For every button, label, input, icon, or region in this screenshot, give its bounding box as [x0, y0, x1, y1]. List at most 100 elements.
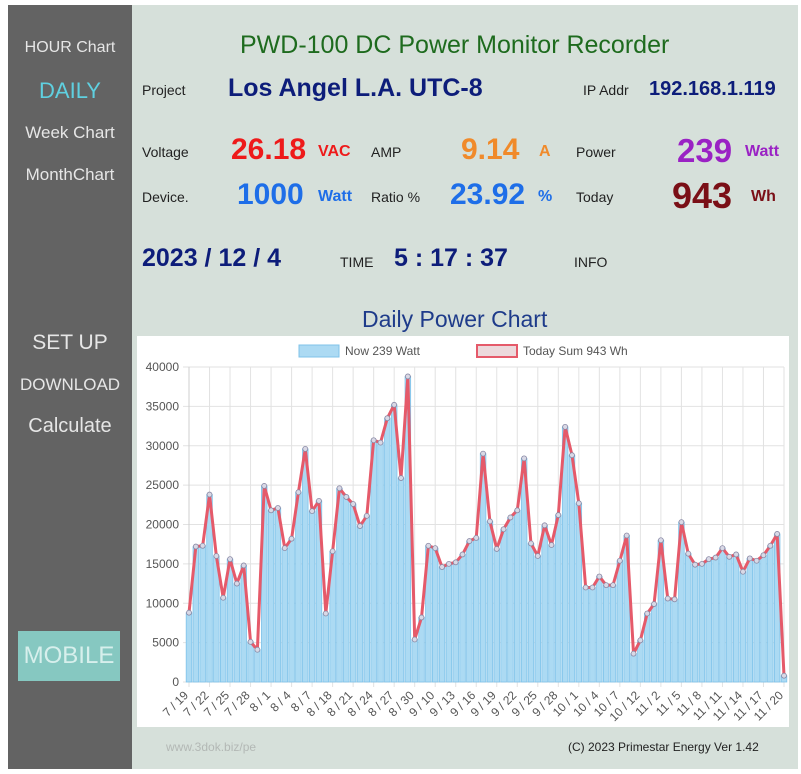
- chart-point: [487, 518, 493, 525]
- chart-bar: [705, 558, 712, 683]
- chart-point: [227, 556, 233, 563]
- chart-point: [774, 531, 781, 537]
- chart-point: [733, 551, 740, 558]
- chart-bar: [739, 571, 747, 683]
- chart-point: [445, 560, 452, 567]
- chart-bar: [432, 547, 439, 683]
- ratio-value: 23.92: [450, 178, 526, 211]
- chart-bar: [534, 555, 541, 683]
- chart-point: [370, 437, 377, 444]
- chart-bar: [650, 603, 658, 683]
- chart-point: [192, 543, 199, 550]
- chart-point: [233, 580, 240, 587]
- chart-point: [398, 475, 404, 481]
- chart-point: [473, 534, 480, 541]
- footer-copyright: (C) 2023 Primestar Energy Ver 1.42: [568, 740, 759, 754]
- chart-point: [692, 561, 698, 568]
- voltage-value: 26.18: [231, 133, 307, 166]
- chart-point: [630, 650, 637, 657]
- chart-point: [637, 637, 644, 644]
- nav-calculate[interactable]: Calculate: [28, 415, 112, 437]
- series-line: [187, 374, 786, 676]
- chart-bar: [630, 653, 637, 683]
- chart-bar: [281, 547, 288, 683]
- chart-point: [404, 373, 411, 380]
- chart-point: [644, 610, 651, 617]
- amp-unit: A: [539, 143, 551, 160]
- chart-point: [575, 500, 582, 507]
- voltage-label: Voltage: [142, 144, 189, 160]
- chart-point: [411, 636, 418, 643]
- chart-bar: [753, 560, 760, 683]
- chart-point: [781, 672, 787, 679]
- chart-bar: [411, 639, 418, 683]
- chart-point: [336, 485, 343, 492]
- chart-point: [350, 501, 357, 507]
- chart-bar: [233, 583, 241, 683]
- nav-month-chart[interactable]: MonthChart: [25, 165, 115, 184]
- chart-bar: [671, 598, 678, 683]
- amp-label: AMP: [371, 144, 402, 160]
- chart-point: [186, 609, 192, 616]
- chart-bar: [767, 545, 774, 683]
- nav-hour-chart[interactable]: HOUR Chart: [24, 39, 116, 56]
- chart-bar: [288, 538, 295, 683]
- chart-bar: [473, 537, 480, 683]
- chart-area: 0 5000 10000 15000 20000 25000 30000 35000 40000…: [137, 336, 789, 727]
- chart-point: [623, 532, 630, 539]
- nav-download[interactable]: DOWNLOAD: [19, 375, 121, 394]
- chart-bar: [514, 509, 521, 683]
- chart-bar: [589, 587, 596, 683]
- chart-point: [343, 494, 350, 500]
- legend-line-label: Today Sum 943 Wh: [523, 344, 628, 358]
- chart-point: [657, 537, 664, 544]
- ip-value: 192.168.1.119: [649, 78, 776, 100]
- chart-point: [432, 545, 439, 552]
- chart-bar: [466, 540, 473, 683]
- chart-point: [329, 548, 336, 555]
- chart-point: [275, 505, 281, 511]
- chart-bar: [541, 524, 548, 683]
- chart-point: [261, 483, 268, 489]
- chart-bar: [555, 514, 562, 683]
- nav-week-chart[interactable]: Week Chart: [25, 123, 115, 142]
- today-value: 943: [672, 175, 733, 216]
- chart-point: [596, 573, 603, 580]
- power-label: Power: [576, 144, 616, 160]
- mobile-button[interactable]: MOBILE: [18, 631, 120, 681]
- chart-bar: [247, 641, 254, 683]
- chart-point: [548, 542, 555, 548]
- device-label: Device.: [142, 189, 189, 205]
- chart-point: [199, 542, 206, 549]
- chart-point: [541, 522, 548, 529]
- chart-point: [480, 450, 486, 457]
- chart-bar: [349, 503, 357, 683]
- chart-bar: [664, 598, 671, 683]
- chart-bar: [609, 584, 617, 683]
- nav-daily[interactable]: DAILY: [39, 78, 101, 103]
- nav-set-up[interactable]: SET UP: [32, 331, 108, 354]
- chart-point: [295, 489, 302, 496]
- y-tick-label: 30000: [146, 439, 180, 453]
- chart-bar: [527, 542, 535, 683]
- chart-bar: [274, 507, 282, 683]
- y-tick-label: 35000: [146, 399, 180, 413]
- chart-point: [507, 514, 514, 521]
- chart-point: [753, 557, 760, 564]
- chart-bar: [302, 448, 309, 683]
- chart-bar: [363, 515, 371, 683]
- chart-bar: [397, 477, 405, 683]
- chart-bar: [452, 561, 459, 683]
- chart-bar: [596, 576, 603, 683]
- chart-bar: [459, 554, 466, 683]
- power-unit: Watt: [745, 143, 780, 160]
- chart-bar: [726, 556, 733, 683]
- footer-website[interactable]: www.3dok.biz/pe: [166, 740, 257, 754]
- chart-point: [240, 562, 247, 569]
- chart-bar: [760, 554, 767, 683]
- chart-point: [521, 455, 528, 462]
- chart-point: [582, 584, 589, 591]
- daily-power-chart: 0 5000 10000 15000 20000 25000 30000 35000 40000…: [146, 344, 788, 724]
- chart-point: [206, 491, 213, 498]
- chart-point: [309, 508, 316, 515]
